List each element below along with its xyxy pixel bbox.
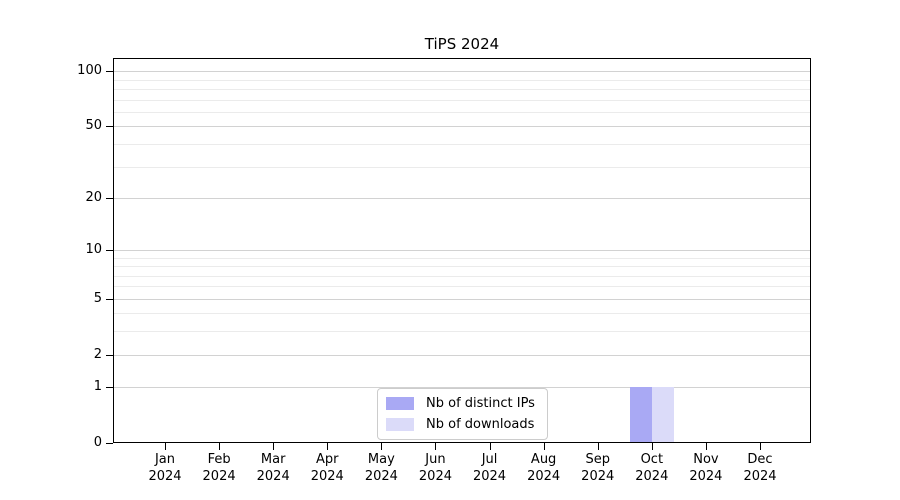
x-tick-mark	[381, 443, 383, 450]
y-tick-mark	[106, 298, 113, 300]
x-tick-mark	[435, 443, 437, 450]
y-gridline-minor	[113, 112, 811, 114]
x-tick-label-sep: Sep 2024	[581, 452, 615, 484]
y-tick-mark	[106, 71, 113, 73]
y-gridline-minor	[113, 79, 811, 81]
x-tick-mark	[165, 443, 166, 450]
y-gridline-major	[113, 387, 811, 389]
y-gridline-major	[113, 197, 811, 199]
x-tick-mark	[273, 443, 275, 450]
x-tick-label-aug: Aug 2024	[527, 452, 561, 484]
x-tick-mark	[597, 443, 599, 450]
legend-item-downloads: Nb of downloads	[386, 416, 535, 433]
y-gridline-minor	[113, 166, 811, 168]
y-gridline-minor	[113, 275, 811, 277]
x-tick-mark	[705, 443, 707, 450]
chart-title: TiPS 2024	[424, 35, 500, 53]
x-tick-label-feb: Feb 2024	[202, 452, 236, 484]
bar-oct-series0	[629, 387, 652, 443]
legend-label-distinct-ips: Nb of distinct IPs	[426, 396, 535, 411]
y-tick-mark	[106, 443, 113, 444]
y-gridline-minor	[113, 89, 811, 91]
y-gridline-major	[113, 71, 811, 73]
y-tick-label-10: 10	[85, 241, 102, 257]
x-tick-label-jun: Jun 2024	[418, 452, 452, 484]
y-gridline-minor	[113, 144, 811, 146]
legend-item-distinct-ips: Nb of distinct IPs	[386, 395, 535, 412]
y-gridline-minor	[113, 331, 811, 333]
y-tick-label-20: 20	[85, 189, 102, 205]
y-tick-label-5: 5	[93, 290, 102, 306]
y-tick-mark	[106, 126, 113, 128]
x-tick-label-nov: Nov 2024	[689, 452, 723, 484]
y-gridline-major	[113, 126, 811, 128]
x-tick-label-dec: Dec 2024	[743, 452, 777, 484]
y-gridline-minor	[113, 313, 811, 315]
x-tick-label-may: May 2024	[364, 452, 398, 484]
x-tick-mark	[651, 443, 653, 450]
x-tick-label-oct: Oct 2024	[635, 452, 669, 484]
x-tick-label-jan: Jan 2024	[148, 452, 182, 484]
legend-swatch-distinct-ips	[386, 397, 414, 410]
y-tick-mark	[106, 387, 113, 389]
y-gridline-major	[113, 298, 811, 300]
y-gridline-minor	[113, 99, 811, 101]
plot-area: Nb of distinct IPs Nb of downloads	[113, 58, 811, 443]
x-tick-mark	[327, 443, 329, 450]
x-tick-mark	[489, 443, 491, 450]
y-tick-mark	[106, 354, 113, 356]
legend-swatch-downloads	[386, 418, 414, 431]
bar-oct-series1	[651, 387, 674, 443]
y-gridline-minor	[113, 257, 811, 259]
y-tick-mark	[106, 249, 113, 251]
x-tick-label-apr: Apr 2024	[310, 452, 344, 484]
x-tick-label-mar: Mar 2024	[256, 452, 290, 484]
y-gridline-major	[113, 249, 811, 251]
x-tick-mark	[219, 443, 221, 450]
x-tick-mark	[543, 443, 545, 450]
y-tick-label-0: 0	[93, 435, 102, 450]
y-gridline-major	[113, 354, 811, 356]
y-tick-mark	[106, 197, 113, 199]
y-gridline-minor	[113, 286, 811, 288]
y-tick-label-100: 100	[77, 63, 102, 79]
y-tick-label-2: 2	[93, 346, 102, 362]
x-tick-mark	[759, 443, 761, 450]
legend-label-downloads: Nb of downloads	[426, 417, 535, 432]
y-tick-label-50: 50	[85, 118, 102, 134]
y-gridline-minor	[113, 266, 811, 268]
y-tick-label-1: 1	[93, 379, 102, 395]
x-tick-label-jul: Jul 2024	[472, 452, 507, 484]
legend: Nb of distinct IPs Nb of downloads	[377, 388, 548, 440]
